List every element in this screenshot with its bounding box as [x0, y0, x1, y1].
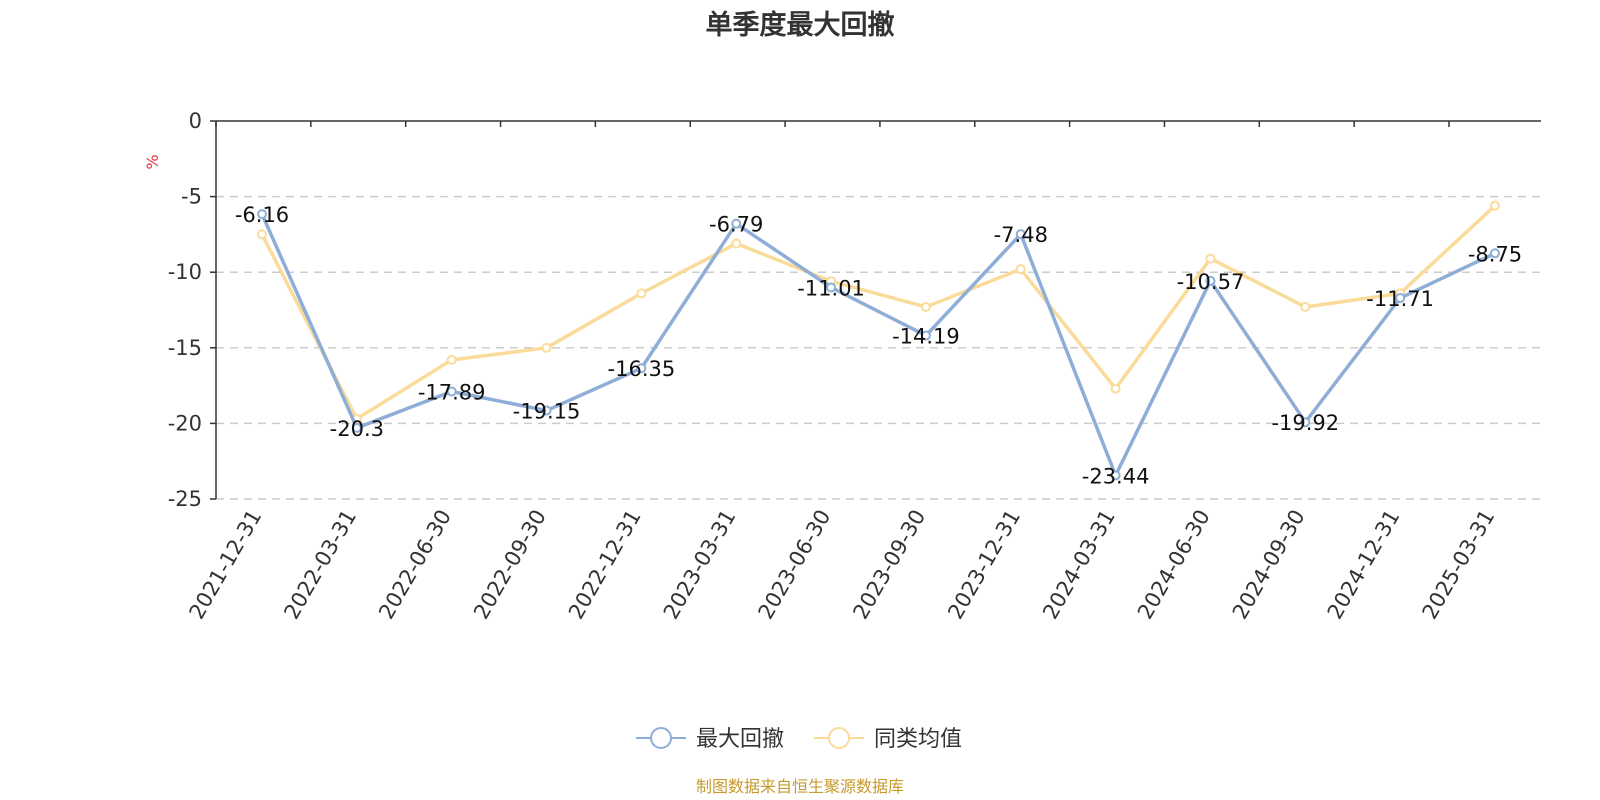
series-1-point[interactable]: [636, 288, 647, 299]
series-0-point[interactable]: [351, 422, 362, 433]
legend-item-max-drawdown[interactable]: 最大回撤: [636, 727, 784, 752]
axes: [210, 120, 1541, 500]
series-0-point[interactable]: [257, 209, 267, 220]
data-label: -19.92: [1271, 411, 1339, 435]
y-tick-labels: 0 -5 -10 -15 -20 -25: [168, 109, 202, 511]
series-0-point[interactable]: [446, 386, 457, 397]
series-1-point[interactable]: [541, 342, 552, 353]
series-0-point[interactable]: [731, 218, 742, 229]
y-tick-label: 0: [189, 109, 202, 133]
x-tick-label: 2022-06-30: [374, 506, 456, 624]
data-label: -6.79: [709, 213, 763, 237]
legend-marker-icon: [650, 727, 672, 749]
series-1-point[interactable]: [1205, 253, 1216, 264]
data-label: -17.89: [418, 380, 486, 404]
series-0-point[interactable]: [541, 405, 552, 416]
series-0-point[interactable]: [1110, 470, 1121, 481]
data-label: -19.15: [513, 400, 581, 424]
series-1-point[interactable]: [1300, 301, 1311, 312]
data-source-note: 制图数据来自恒生聚源数据库: [696, 777, 904, 796]
series-line-0: [260, 213, 1496, 478]
series-0-point[interactable]: [826, 282, 837, 293]
data-label: -16.35: [608, 357, 676, 381]
x-tick-label: 2021-12-31: [185, 506, 267, 624]
series: [257, 200, 1500, 481]
x-tick-label: 2023-06-30: [754, 506, 836, 624]
x-tick-label: 2022-03-31: [279, 506, 361, 624]
x-tick-label: 2024-12-31: [1323, 506, 1405, 624]
series-0-point[interactable]: [1490, 248, 1500, 259]
data-label: -20.3: [330, 417, 384, 441]
series-1-point[interactable]: [1490, 200, 1500, 211]
series-0-point[interactable]: [1015, 229, 1026, 240]
data-label: -6.16: [235, 203, 289, 227]
series-0-point[interactable]: [1395, 293, 1406, 304]
y-axis-unit-label: %: [143, 154, 162, 169]
series-line-1: [260, 204, 1497, 421]
data-label: -7.48: [994, 223, 1048, 247]
data-label: -10.57: [1177, 270, 1245, 294]
legend[interactable]: 最大回撤 同类均值: [636, 727, 962, 752]
x-tick-label: 2023-03-31: [659, 506, 741, 624]
series-1-point[interactable]: [1015, 264, 1026, 275]
x-tick-label: 2022-09-30: [469, 506, 551, 624]
series-1-point[interactable]: [446, 354, 457, 365]
series-0-point[interactable]: [636, 363, 647, 374]
data-label: -23.44: [1082, 464, 1150, 488]
data-label: -11.71: [1366, 287, 1434, 311]
x-tick-label: 2022-12-31: [564, 506, 646, 624]
x-tick-label: 2024-03-31: [1038, 506, 1120, 624]
series-0-point[interactable]: [920, 330, 931, 341]
data-label: -8.75: [1468, 242, 1522, 266]
y-tick-label: -5: [181, 185, 202, 209]
y-tick-label: -15: [168, 336, 202, 360]
data-label: -11.01: [797, 276, 865, 300]
y-tick-label: -25: [168, 487, 202, 511]
x-tick-label: 2024-09-30: [1228, 506, 1310, 624]
legend-item-category-average[interactable]: 同类均值: [814, 727, 962, 752]
legend-label-max-drawdown: 最大回撤: [696, 727, 784, 752]
series-1-point[interactable]: [731, 238, 742, 249]
x-tick-label: 2024-06-30: [1133, 506, 1215, 624]
y-tick-label: -20: [168, 411, 202, 435]
y-tick-label: -10: [168, 260, 202, 284]
chart-title: 单季度最大回撤: [706, 9, 895, 41]
series-0-point[interactable]: [1205, 275, 1216, 286]
x-tick-label: 2023-09-30: [848, 506, 930, 624]
grid-lines: [216, 195, 1541, 500]
x-tick-label: 2023-12-31: [943, 506, 1025, 624]
data-label: -14.19: [892, 325, 960, 349]
series-1-point[interactable]: [920, 301, 931, 312]
series-1-point[interactable]: [1110, 383, 1121, 394]
x-tick-labels: 2021-12-31 2022-03-31 2022-06-30 2022-09-30…: [185, 506, 1500, 624]
series-0-point[interactable]: [1300, 417, 1311, 428]
legend-label-category-average: 同类均值: [874, 727, 962, 752]
x-tick-label: 2025-03-31: [1418, 506, 1500, 624]
legend-marker-icon: [828, 727, 850, 749]
data-labels: -6.16 -20.3 -17.89 -19.15 -16.35 -6.79 -11.01 -…: [235, 203, 1522, 488]
series-1-point[interactable]: [257, 229, 267, 240]
